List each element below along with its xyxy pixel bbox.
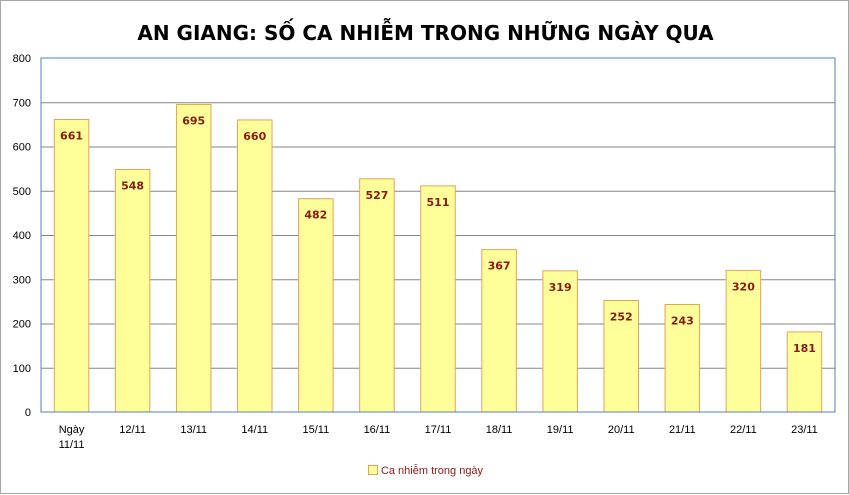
bar [237, 119, 273, 413]
y-tick-label: 300 [13, 274, 31, 286]
data-label: 243 [671, 314, 694, 327]
data-label: 367 [488, 260, 511, 273]
bar [175, 103, 212, 413]
chart-title: AN GIANG: SỐ CA NHIỄM TRONG NHỮNG NGÀY Q… [137, 21, 714, 45]
data-label: 511 [427, 196, 450, 209]
x-tick-label: 23/11 [791, 424, 818, 436]
legend-swatch [367, 465, 378, 475]
legend-label: Ca nhiễm trong ngày [380, 465, 484, 477]
y-tick-label: 800 [13, 53, 31, 65]
y-tick-label: 200 [13, 319, 31, 331]
bar [298, 198, 334, 413]
bar [786, 331, 823, 413]
bar [359, 178, 395, 413]
y-tick-label: 400 [13, 230, 31, 242]
x-tick-label: 16/11 [364, 424, 391, 436]
data-label: 482 [304, 209, 327, 222]
y-tick-label: 700 [13, 97, 31, 109]
data-label: 660 [243, 130, 266, 143]
y-tick-label: 100 [13, 363, 31, 375]
bar [114, 169, 151, 413]
bar [53, 119, 90, 413]
bars [53, 103, 823, 413]
x-axis-tick-labels: Ngày 11/11 12/11 13/11 14/11 15/11 16/11 17/11 1… [59, 424, 818, 451]
x-tick-label: 13/11 [180, 424, 207, 436]
data-label: 527 [365, 189, 388, 202]
x-tick-label: 20/11 [608, 424, 635, 436]
data-label: 319 [549, 281, 572, 294]
y-tick-label: 600 [13, 142, 31, 154]
data-labels: 661 548 695 660 482 527 511 367 319 252 243 320 181 [60, 114, 816, 354]
bar [542, 270, 578, 413]
data-label: 320 [732, 280, 755, 293]
x-tick-label: 19/11 [547, 424, 574, 436]
x-tick-label: 18/11 [486, 424, 513, 436]
legend: Ca nhiễm trong ngày [1, 465, 849, 477]
x-tick-label: 14/11 [241, 424, 268, 436]
bar [420, 185, 456, 413]
x-tick-label: 12/11 [119, 424, 146, 436]
data-label: 548 [121, 180, 144, 193]
x-tick-label: 17/11 [425, 424, 452, 436]
plot-area-border [40, 57, 836, 413]
data-label: 661 [60, 130, 83, 143]
bar [725, 269, 762, 413]
bar [481, 249, 517, 413]
y-tick-label: 500 [13, 186, 31, 198]
bar [603, 299, 639, 413]
data-label: 252 [610, 310, 633, 323]
x-tick-label: Ngày 11/11 [59, 424, 85, 451]
data-label: 181 [793, 342, 816, 355]
x-tick-label: 22/11 [730, 424, 757, 436]
x-tick-label: 15/11 [302, 424, 329, 436]
data-label: 695 [182, 114, 205, 127]
y-axis-tick-labels: 0 100 200 300 400 500 600 700 800 [13, 53, 31, 419]
x-tick-label: 21/11 [669, 424, 696, 436]
y-tick-label: 0 [25, 407, 31, 419]
